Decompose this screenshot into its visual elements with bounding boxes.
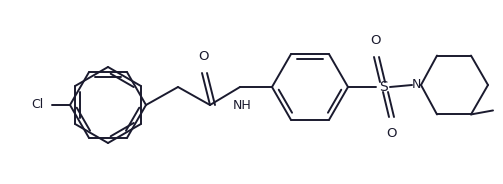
Text: O: O	[371, 34, 381, 47]
Text: S: S	[380, 80, 388, 94]
Text: O: O	[387, 127, 397, 140]
Text: NH: NH	[232, 99, 252, 112]
Text: N: N	[411, 79, 421, 91]
Text: O: O	[199, 50, 209, 63]
Text: Cl: Cl	[32, 98, 44, 112]
